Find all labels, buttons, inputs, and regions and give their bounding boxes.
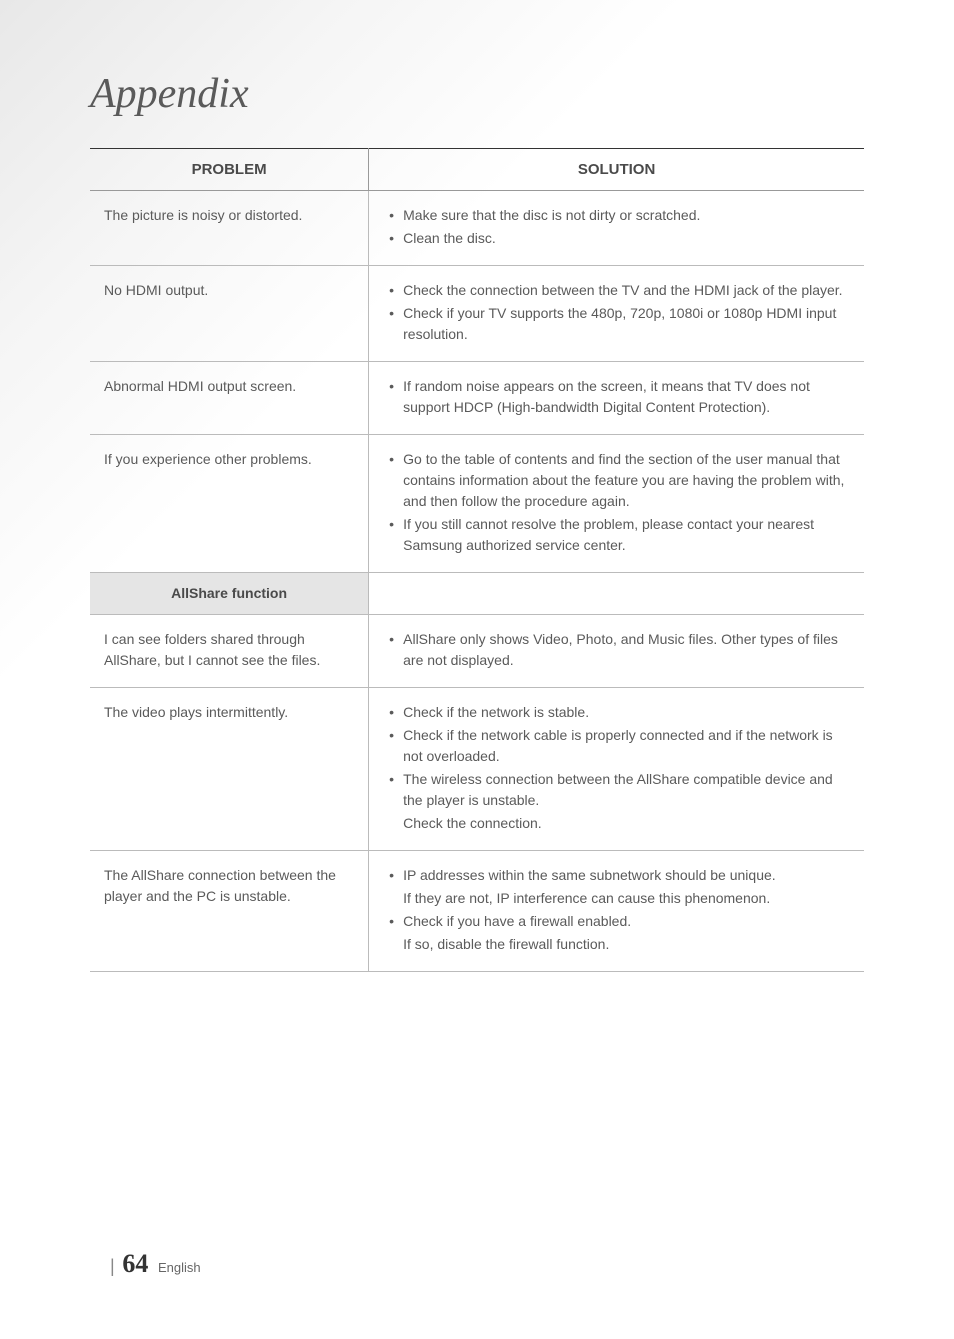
table-row: No HDMI output. Check the connection betw…	[90, 266, 864, 362]
table-row: I can see folders shared through AllShar…	[90, 615, 864, 688]
solution-item: AllShare only shows Video, Photo, and Mu…	[387, 629, 846, 671]
section-row: AllShare function	[90, 573, 864, 615]
section-empty-cell	[369, 573, 864, 615]
column-header-problem: PROBLEM	[90, 149, 369, 191]
solution-item: Check if your TV supports the 480p, 720p…	[387, 303, 846, 345]
table-row: Abnormal HDMI output screen. If random no…	[90, 362, 864, 435]
solution-cell: Check the connection between the TV and …	[369, 266, 864, 362]
solution-item: If you still cannot resolve the problem,…	[387, 514, 846, 556]
problem-cell: The AllShare connection between the play…	[90, 851, 369, 972]
solution-cell: Make sure that the disc is not dirty or …	[369, 191, 864, 266]
table-row: The picture is noisy or distorted. Make s…	[90, 191, 864, 266]
solution-item: Make sure that the disc is not dirty or …	[387, 205, 846, 226]
page-footer: | 64 English	[110, 1249, 201, 1279]
page-title: Appendix	[0, 0, 954, 118]
solution-cell: Go to the table of contents and find the…	[369, 435, 864, 573]
problem-cell: If you experience other problems.	[90, 435, 369, 573]
problem-cell: The video plays intermittently.	[90, 688, 369, 851]
troubleshooting-table: PROBLEM SOLUTION The picture is noisy or…	[90, 148, 864, 972]
section-header-cell: AllShare function	[90, 573, 369, 615]
problem-cell: I can see folders shared through AllShar…	[90, 615, 369, 688]
problem-cell: No HDMI output.	[90, 266, 369, 362]
solution-subline: If so, disable the firewall function.	[403, 934, 846, 955]
solution-item: Check if the network cable is properly c…	[387, 725, 846, 767]
solution-cell: Check if the network is stable.Check if …	[369, 688, 864, 851]
solution-item: Check the connection between the TV and …	[387, 280, 846, 301]
column-header-solution: SOLUTION	[369, 149, 864, 191]
solution-item: Clean the disc.	[387, 228, 846, 249]
footer-bar: |	[110, 1256, 115, 1276]
troubleshooting-table-container: PROBLEM SOLUTION The picture is noisy or…	[90, 148, 864, 972]
solution-subline: If they are not, IP interference can cau…	[403, 888, 846, 909]
solution-subline: Check the connection.	[403, 813, 846, 834]
table-row: If you experience other problems. Go to t…	[90, 435, 864, 573]
page-number: 64	[122, 1249, 148, 1278]
problem-cell: Abnormal HDMI output screen.	[90, 362, 369, 435]
table-row: The video plays intermittently.Check if …	[90, 688, 864, 851]
problem-cell: The picture is noisy or distorted.	[90, 191, 369, 266]
solution-item: Check if the network is stable.	[387, 702, 846, 723]
solution-item: The wireless connection between the AllS…	[387, 769, 846, 834]
solution-item: Go to the table of contents and find the…	[387, 449, 846, 512]
solution-item: IP addresses within the same subnetwork …	[387, 865, 846, 909]
solution-item: If random noise appears on the screen, i…	[387, 376, 846, 418]
solution-item: Check if you have a firewall enabled.If …	[387, 911, 846, 955]
solution-cell: If random noise appears on the screen, i…	[369, 362, 864, 435]
table-body: The picture is noisy or distorted. Make s…	[90, 191, 864, 972]
footer-language: English	[158, 1260, 201, 1275]
table-row: The AllShare connection between the play…	[90, 851, 864, 972]
solution-cell: AllShare only shows Video, Photo, and Mu…	[369, 615, 864, 688]
solution-cell: IP addresses within the same subnetwork …	[369, 851, 864, 972]
